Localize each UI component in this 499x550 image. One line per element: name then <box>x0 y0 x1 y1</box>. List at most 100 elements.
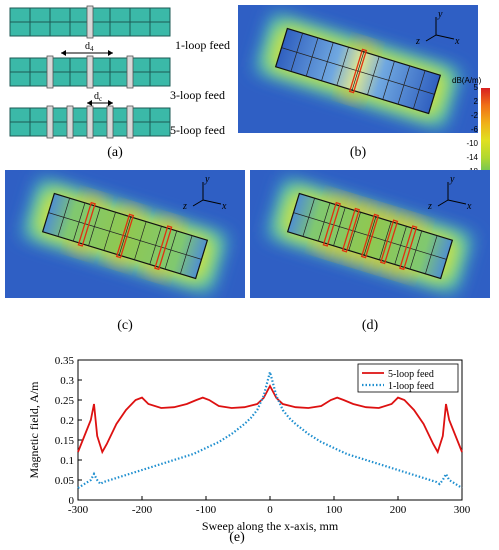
y-tick-label: 0.35 <box>55 355 75 367</box>
feed-port <box>106 105 114 139</box>
x-tick-label: -300 <box>68 504 89 516</box>
antenna-cell <box>29 7 51 23</box>
x-tick-label: -100 <box>196 504 217 516</box>
caption-e: (e) <box>229 530 245 545</box>
feed-port <box>46 105 54 139</box>
axes-triad: y x z <box>415 9 460 47</box>
y-axis-label: Magnetic field, A/m <box>27 381 41 479</box>
antenna-row-5-loop <box>9 105 171 139</box>
axes-triad: y x z <box>427 174 472 212</box>
x-axis-label: Sweep along the x-axis, mm <box>202 519 339 533</box>
y-tick-label: 0.2 <box>60 415 74 427</box>
dimension-d4-label: d4 <box>85 41 94 53</box>
antenna-row-3-loop <box>9 55 171 89</box>
svg-text:z: z <box>415 36 420 47</box>
antenna-cell <box>149 71 171 87</box>
colorbar-tick-label: 5 <box>473 83 478 92</box>
svg-text:z: z <box>182 201 187 212</box>
antenna-cell <box>129 21 151 37</box>
svg-text:y: y <box>437 9 443 20</box>
colorbar-gradient <box>481 88 490 228</box>
panel-d-field-map: y x z <box>267 174 473 294</box>
row-label-5-loop: 5-loop feed <box>170 123 225 137</box>
feed-port <box>66 105 74 139</box>
panel-d: y x z <box>250 170 490 298</box>
antenna-cell <box>149 21 171 37</box>
feed-port-highlight <box>341 207 361 253</box>
dimension-dc-label: dc <box>94 91 102 103</box>
x-tick-label: -200 <box>132 504 153 516</box>
y-tick-label: 0.1 <box>60 455 74 467</box>
row-label-3-loop: 3-loop feed <box>170 88 225 102</box>
dimension-d4: d4 <box>61 41 113 56</box>
x-tick-label: 200 <box>390 504 407 516</box>
antenna-cell <box>49 7 71 23</box>
feed-port-highlight <box>322 201 341 247</box>
feed-port <box>126 105 134 139</box>
feed-port <box>86 5 94 39</box>
antenna-cell <box>149 121 171 137</box>
svg-text:y: y <box>449 174 455 185</box>
panel-b-field-map: y x z <box>255 9 461 129</box>
colorbar-tick-label: -10 <box>466 139 478 148</box>
feed-port <box>86 105 94 139</box>
panel-c: y x z <box>5 170 245 298</box>
series-line-5-loop-feed <box>77 384 463 455</box>
svg-text:x: x <box>454 36 460 47</box>
series-line-1-loop-feed <box>77 367 463 489</box>
antenna-row-1-loop <box>9 5 171 39</box>
antenna-cell <box>9 7 31 23</box>
dimension-dc: dc <box>87 91 113 106</box>
feed-port <box>126 55 134 89</box>
y-tick-label: 0 <box>69 495 75 507</box>
colorbar-tick-label: 2 <box>473 97 478 106</box>
feed-port-highlight <box>348 48 368 94</box>
antenna-cell <box>149 57 171 73</box>
colorbar-title: dB(A/m) <box>452 76 482 85</box>
panel-a: d4 dc 1-loop feed 3-loop feed 5-loop fee… <box>5 3 235 143</box>
antenna-cell <box>9 21 31 37</box>
feed-port <box>46 55 54 89</box>
feed-port-highlight <box>399 225 418 271</box>
row-label-1-loop: 1-loop feed <box>175 38 230 52</box>
feed-port-highlight <box>77 201 96 247</box>
antenna-cell <box>109 21 131 37</box>
feed-port-highlight <box>360 213 380 259</box>
feed-port-highlight <box>154 225 173 271</box>
y-tick-label: 0.25 <box>55 395 75 407</box>
antenna-cell <box>9 121 31 137</box>
antenna-cell <box>29 21 51 37</box>
antenna-cell <box>9 57 31 73</box>
svg-text:y: y <box>204 174 210 185</box>
y-tick-label: 0.3 <box>60 375 74 387</box>
svg-text:x: x <box>221 201 227 212</box>
svg-text:z: z <box>427 201 432 212</box>
y-tick-label: 0.15 <box>55 435 75 447</box>
caption-a: (a) <box>107 145 123 160</box>
caption-b: (b) <box>349 145 367 160</box>
legend-entry-label: 5-loop feed <box>388 369 434 380</box>
antenna-cell <box>149 7 171 23</box>
panel-a-drawing: d4 dc <box>9 5 171 139</box>
panel-b: y x z <box>238 5 478 133</box>
antenna-cell <box>49 21 71 37</box>
colorbar-tick-label: -14 <box>466 153 478 162</box>
colorbar-tick-label: -2 <box>470 111 478 120</box>
axes-triad: y x z <box>182 174 227 212</box>
antenna-cell <box>149 107 171 123</box>
feed-port <box>86 55 94 89</box>
colorbar-tick-label: -6 <box>470 125 478 134</box>
antenna-cell <box>9 107 31 123</box>
legend-entry-label: 1-loop feed <box>388 381 434 392</box>
svg-text:x: x <box>466 201 472 212</box>
x-tick-label: 100 <box>326 504 343 516</box>
panel-e-chart: -300 -200 -100 0 100 200 300 0 0.05 0.1 0.15 0.2 0.2… <box>27 355 471 533</box>
panel-c-field-map: y x z <box>22 174 228 294</box>
caption-d: (d) <box>361 318 379 333</box>
x-tick-label: 0 <box>267 504 273 516</box>
feed-port-highlight <box>379 219 399 265</box>
y-tick-label: 0.05 <box>55 475 75 487</box>
antenna-cell <box>129 7 151 23</box>
